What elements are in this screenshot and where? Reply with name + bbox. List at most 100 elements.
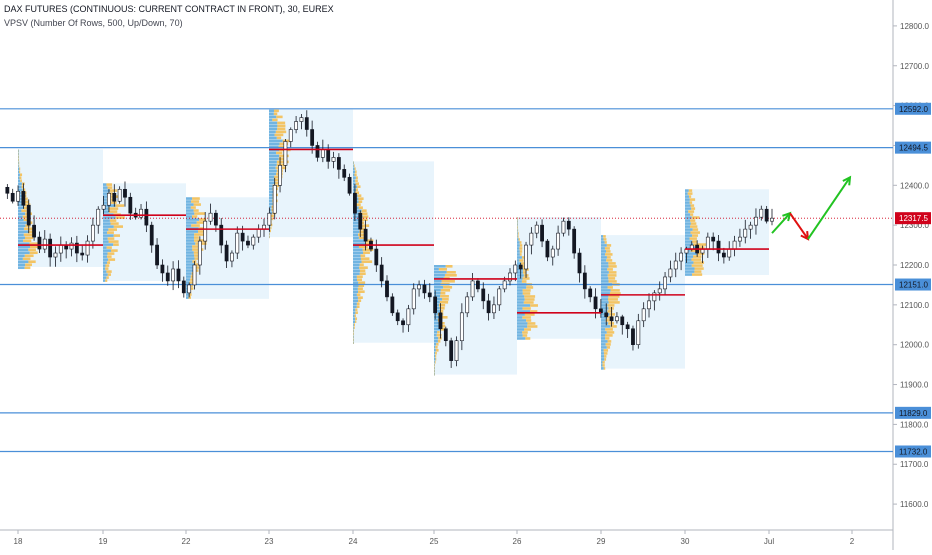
profile-bar-up xyxy=(18,152,19,155)
candle-body xyxy=(524,245,527,269)
profile-bar-down xyxy=(445,274,457,277)
profile-bar-down xyxy=(691,222,697,225)
profile-bar-up xyxy=(601,274,608,277)
candle-body xyxy=(466,297,469,313)
profile-bar-up xyxy=(685,219,690,222)
profile-bar-up xyxy=(685,264,692,267)
profile-bar-up xyxy=(269,125,277,128)
profile-bar-up xyxy=(434,337,438,340)
profile-bar-down xyxy=(523,334,528,337)
profile-bar-down xyxy=(446,265,453,268)
profile-bar-down xyxy=(526,319,531,322)
profile-bar-up xyxy=(601,268,607,271)
profile-bar-down xyxy=(274,113,277,116)
profile-bar-down xyxy=(359,200,363,203)
candle-body xyxy=(423,285,426,293)
profile-bar-down xyxy=(608,307,613,310)
profile-bar-down xyxy=(518,235,519,238)
profile-bar-down xyxy=(690,213,693,216)
time-tick-label: 29 xyxy=(597,537,606,546)
profile-bar-up xyxy=(103,183,106,186)
candle-body xyxy=(712,237,715,241)
profile-bar-up xyxy=(601,352,604,355)
price-axis[interactable]: 12800.012700.012600.012500.012400.012300… xyxy=(893,22,929,509)
profile-bar-up xyxy=(601,247,605,250)
profile-bar-down xyxy=(355,179,358,182)
candle-body xyxy=(519,265,522,269)
profile-bar-up xyxy=(18,236,25,239)
candle-body xyxy=(722,253,725,257)
candle-body xyxy=(204,221,207,241)
profile-bar-up xyxy=(269,191,273,194)
profile-bar-down xyxy=(359,206,363,209)
profile-bar-up xyxy=(601,349,604,352)
profile-bar-up xyxy=(517,301,524,304)
candle-body xyxy=(353,193,356,213)
candle-body xyxy=(706,237,709,249)
profile-bar-up xyxy=(269,158,279,161)
profile-bar-up xyxy=(18,239,23,242)
profile-bar-up xyxy=(103,276,106,279)
profile-bar-up xyxy=(685,204,691,207)
profile-bar-up xyxy=(353,287,358,290)
candle-body xyxy=(59,245,62,253)
profile-bar-down xyxy=(439,268,447,271)
profile-bar-down xyxy=(692,273,702,276)
profile-bar-up xyxy=(353,176,356,179)
candle-body xyxy=(428,293,431,297)
profile-bar-down xyxy=(356,176,358,179)
profile-bar-up xyxy=(353,269,360,272)
profile-bar-down xyxy=(356,182,359,185)
profile-bar-up xyxy=(269,119,272,122)
profile-bar-up xyxy=(186,203,194,206)
profile-bar-down xyxy=(436,343,438,346)
profile-bar-up xyxy=(103,273,108,276)
profile-bar-up xyxy=(269,194,273,197)
chart-title: DAX FUTURES (CONTINUOUS: CURRENT CONTRAC… xyxy=(4,4,334,14)
profile-bar-down xyxy=(440,295,449,298)
profile-bar-up xyxy=(517,298,525,301)
profile-bar-up xyxy=(18,233,24,236)
profile-bar-down xyxy=(690,198,695,201)
profile-bar-up xyxy=(517,253,520,256)
candle-body xyxy=(348,177,351,193)
profile-bar-up xyxy=(434,334,437,337)
profile-bar-down xyxy=(440,301,448,304)
profile-bar-up xyxy=(186,200,191,203)
profile-bar-down xyxy=(606,343,611,346)
profile-bar-down xyxy=(108,237,115,240)
profile-bar-down xyxy=(111,222,119,225)
profile-bar-up xyxy=(269,113,274,116)
profile-bar-up xyxy=(685,258,691,261)
profile-bar-down xyxy=(607,256,611,259)
price-tick-label: 11800.0 xyxy=(900,420,929,429)
profile-bar-up xyxy=(517,235,518,238)
profile-bar-down xyxy=(18,158,19,161)
profile-bar-up xyxy=(103,231,107,234)
profile-bar-down xyxy=(604,352,608,355)
profile-bar-down xyxy=(277,122,285,125)
profile-bar-up xyxy=(601,367,604,370)
profile-bar-up xyxy=(353,230,359,233)
profile-bar-down xyxy=(692,240,697,243)
profile-bar-up xyxy=(18,161,19,164)
profile-bar-down xyxy=(111,201,117,204)
profile-bar-up xyxy=(18,209,21,212)
candle-body xyxy=(401,321,404,325)
candle-body xyxy=(760,209,763,217)
profile-bar-up xyxy=(353,296,358,299)
candle-body xyxy=(337,157,340,169)
profile-bar-up xyxy=(434,271,447,274)
profile-bar-down xyxy=(361,257,370,260)
profile-bar-up xyxy=(186,230,198,233)
profile-bar-up xyxy=(103,264,106,267)
profile-bar-up xyxy=(353,305,357,308)
candle-body xyxy=(54,253,57,257)
profile-bar-down xyxy=(608,304,615,307)
profile-bar-up xyxy=(353,248,363,251)
profile-bar-up xyxy=(269,188,272,191)
profile-bar-down xyxy=(691,207,695,210)
